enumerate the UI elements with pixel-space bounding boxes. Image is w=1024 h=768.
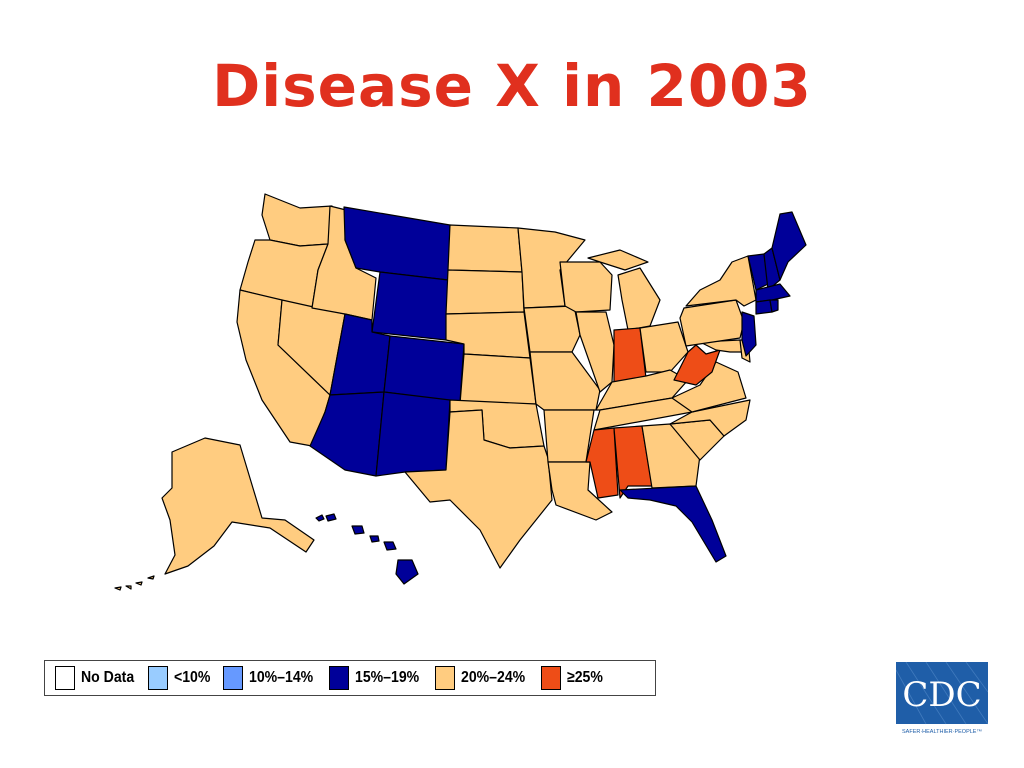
state-LA (547, 461, 613, 521)
state-WV (673, 344, 721, 386)
legend-label-lt10: <10% (174, 669, 211, 686)
state-MI (617, 267, 661, 331)
state-OH (639, 321, 689, 373)
legend-label-15_19: 15%–19% (354, 669, 419, 686)
legend-swatch-ge25 (540, 666, 561, 690)
map-title: Disease X in 2003 (212, 52, 812, 120)
state-WA (261, 193, 333, 247)
state-AK (161, 437, 315, 575)
state-CO (383, 335, 465, 403)
state-RI (769, 299, 779, 313)
state-PA (679, 299, 745, 347)
state-MI-upper (587, 249, 649, 271)
legend-swatch-20_24 (434, 666, 455, 690)
legend-item-20_24: 20%–24% (434, 666, 534, 690)
legend-label-no_data: No Data (81, 669, 135, 686)
state-AR (543, 409, 595, 463)
legend-item-10_14: 10%–14% (222, 666, 322, 690)
legend-label-10_14: 10%–14% (248, 669, 314, 686)
legend-item-lt10: <10% (148, 666, 215, 690)
legend-label-20_24: 20%–24% (460, 669, 525, 686)
cdc-logo: CDC SAFER·HEALTHIER·PEOPLE™ (896, 662, 988, 735)
legend-swatch-15_19 (328, 666, 349, 690)
state-MS (585, 427, 619, 499)
state-NJ (741, 311, 757, 357)
legend-item-no_data: No Data (55, 666, 141, 690)
state-AL (613, 425, 653, 499)
state-TX (404, 409, 553, 569)
state-KS (459, 353, 537, 405)
state-NC (669, 399, 751, 437)
state-SD (445, 269, 525, 315)
legend-swatch-lt10 (148, 666, 169, 690)
state-GA (641, 423, 701, 489)
legend: No Data <10% 10%–14% 15%–19% 20%–24% ≥25% (44, 660, 656, 696)
state-VA (671, 361, 747, 413)
state-MA (755, 283, 791, 303)
state-WY (371, 271, 449, 341)
state-HI (315, 513, 419, 585)
state-NM (375, 391, 451, 477)
legend-item-15_19: 15%–19% (328, 666, 428, 690)
legend-item-ge25: ≥25% (540, 666, 608, 690)
state-CT (755, 299, 773, 315)
state-FL (619, 485, 727, 563)
state-NY (685, 255, 757, 307)
state-MT (343, 206, 451, 281)
state-AK-islands (114, 575, 155, 591)
state-ND (447, 224, 523, 273)
svg-text:CDC: CDC (902, 675, 981, 715)
state-KY (595, 369, 689, 411)
legend-swatch-10_14 (222, 666, 243, 690)
state-ME (771, 211, 807, 281)
state-IA (523, 305, 581, 353)
state-WI (559, 261, 613, 313)
legend-label-ge25: ≥25% (566, 669, 603, 686)
state-MD (699, 339, 745, 353)
svg-text:SAFER·HEALTHIER·PEOPLE™: SAFER·HEALTHIER·PEOPLE™ (902, 729, 982, 735)
legend-swatch-no_data (55, 666, 75, 690)
